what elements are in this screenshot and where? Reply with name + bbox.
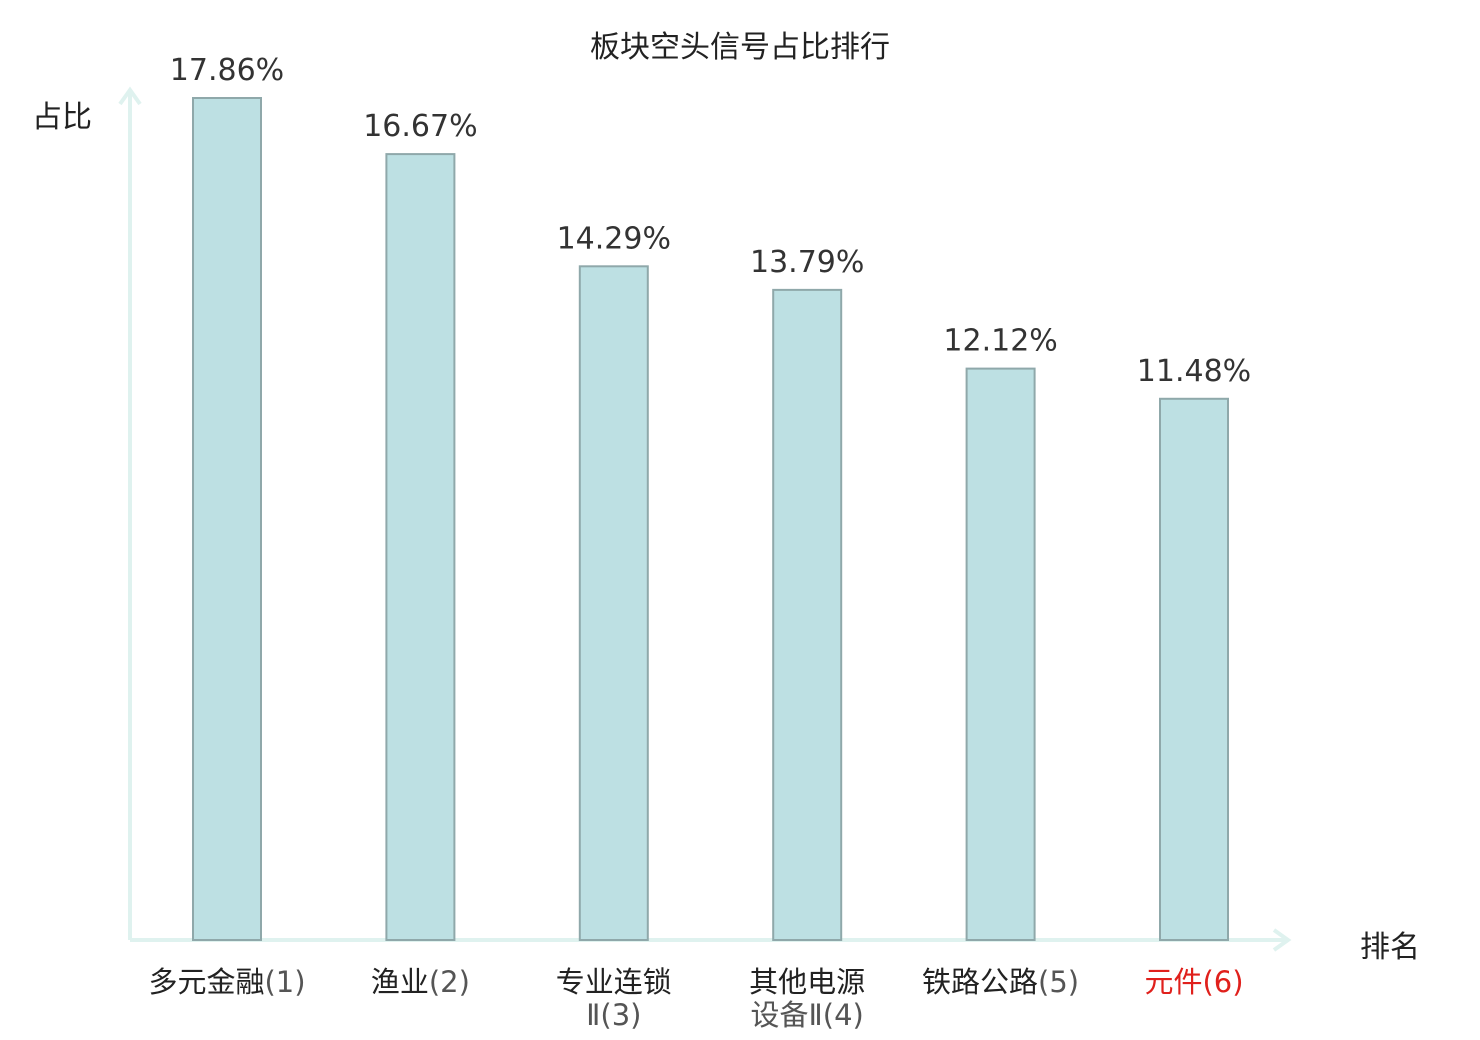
x-tick-name: 渔业 — [370, 965, 429, 999]
bar — [965, 367, 1036, 941]
value-label: 17.86% — [170, 53, 284, 88]
x-tick-name: 多元金融 — [148, 965, 265, 999]
x-axis-label: 排名 — [1360, 930, 1420, 965]
value-label: 16.67% — [363, 109, 477, 144]
bar — [772, 288, 843, 941]
x-tick-name: 铁路公路 — [922, 965, 1039, 999]
x-tick-label: 专业连锁 Ⅱ(3) — [514, 966, 714, 1032]
value-label: 11.48% — [1137, 354, 1251, 389]
y-axis-label: 占比 — [32, 100, 92, 135]
x-tick-label-line: 元件(6) — [1094, 966, 1294, 999]
x-tick-label-line: 铁路公路(5) — [901, 966, 1101, 999]
value-label: 13.79% — [750, 245, 864, 280]
x-tick-label-line: 专业连锁 — [514, 966, 714, 999]
x-tick-label-line2: Ⅱ(3) — [586, 998, 642, 1032]
x-tick-name: 其他电源 — [749, 965, 866, 999]
bar — [1159, 397, 1229, 942]
bar — [192, 97, 262, 941]
x-tick-label-line: 其他电源 — [707, 966, 907, 999]
x-tick-label: 其他电源 设备Ⅱ(4) — [707, 966, 907, 1032]
x-tick-name: 专业连锁 — [555, 965, 672, 999]
x-tick-label-line: 渔业(2) — [320, 966, 520, 999]
x-tick-label-line2: 设备Ⅱ(4) — [750, 998, 864, 1032]
chart-title: 板块空头信号占比排行 — [590, 30, 890, 65]
x-tick-rank: (5) — [1038, 965, 1080, 999]
x-axis-arrow — [1272, 928, 1292, 952]
x-tick-label: 元件(6) — [1094, 966, 1294, 999]
value-label: 14.29% — [557, 221, 671, 256]
value-label: 12.12% — [943, 324, 1057, 359]
x-tick-name: 元件 — [1144, 965, 1203, 999]
x-tick-rank: (1) — [264, 965, 306, 999]
x-tick-label: 渔业(2) — [320, 966, 520, 999]
x-tick-rank: (6) — [1202, 965, 1244, 999]
x-tick-label-line: 多元金融(1) — [127, 966, 327, 999]
y-axis-arrow — [118, 86, 142, 106]
x-tick-label: 铁路公路(5) — [901, 966, 1101, 999]
bar — [578, 265, 649, 941]
x-tick-label: 多元金融(1) — [127, 966, 327, 999]
bar — [385, 153, 456, 941]
x-tick-rank: (2) — [428, 965, 470, 999]
